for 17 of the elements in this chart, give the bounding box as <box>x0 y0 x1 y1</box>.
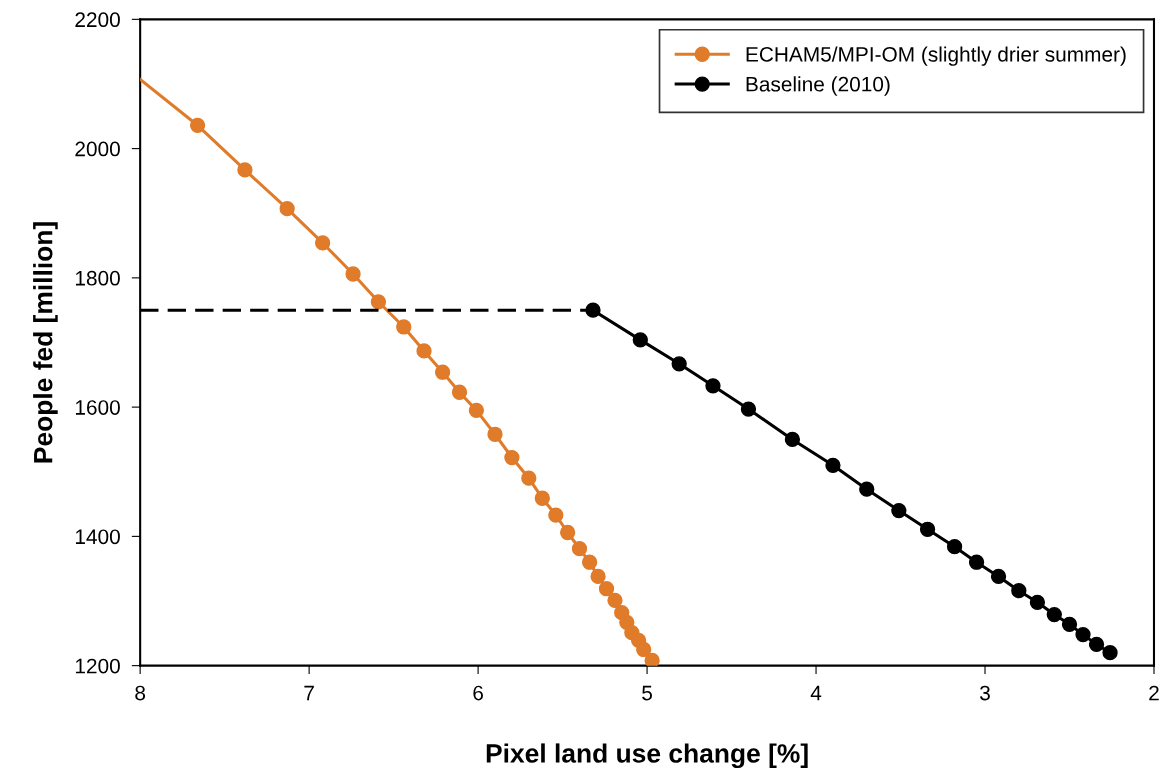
legend-label: ECHAM5/MPI-OM (slightly drier summer) <box>746 46 1126 66</box>
x-tick-label: 8 <box>135 685 146 701</box>
y-tick-label: 2200 <box>75 12 120 28</box>
x-tick-label: 6 <box>473 685 483 701</box>
y-tick-label: 1200 <box>75 658 120 674</box>
x-tick-label: 5 <box>642 685 652 701</box>
y-tick-label: 1600 <box>75 400 120 415</box>
legend-label: Baseline (2010) <box>746 76 890 96</box>
x-tick-label: 7 <box>304 685 314 701</box>
x-tick-label: 3 <box>980 685 990 701</box>
y-tick-label: 1800 <box>75 270 120 286</box>
x-tick-label: 2 <box>1149 685 1159 701</box>
x-tick-label: 4 <box>810 685 822 701</box>
y-tick-label: 2000 <box>75 141 120 157</box>
y-axis-title: People fed [million] <box>33 222 58 463</box>
x-axis-title: Pixel land use change [%] <box>486 743 808 769</box>
y-tick-label: 1400 <box>75 529 120 545</box>
